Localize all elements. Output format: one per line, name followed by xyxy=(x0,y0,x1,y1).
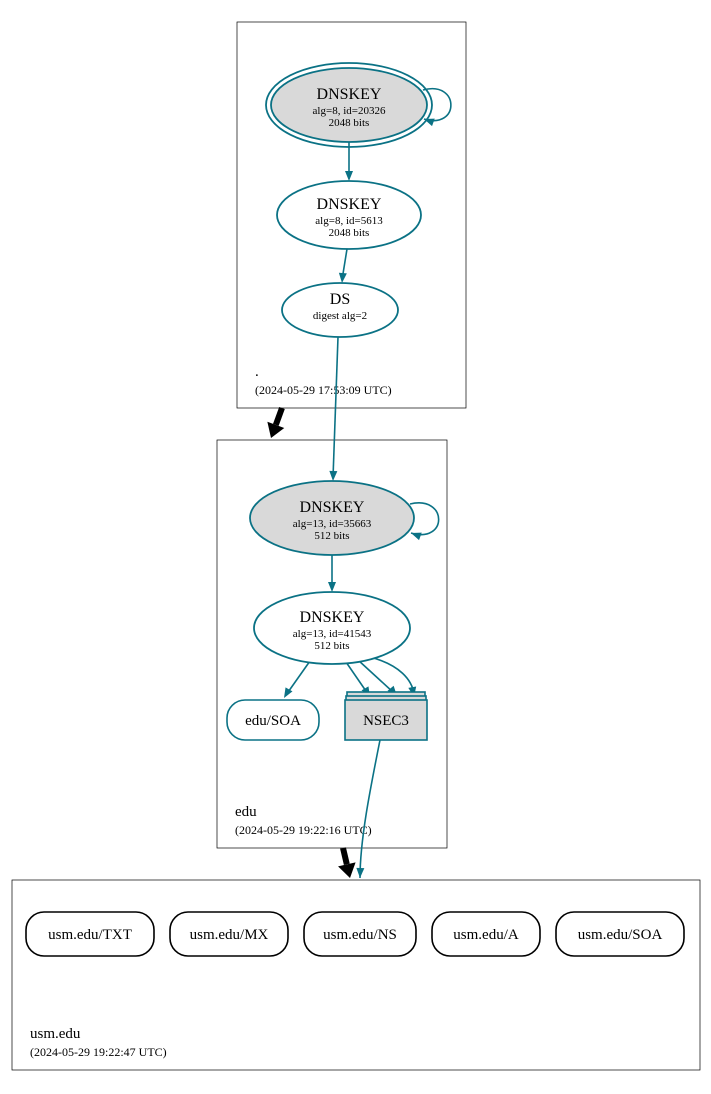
svg-text:512 bits: 512 bits xyxy=(314,640,349,652)
svg-text:NSEC3: NSEC3 xyxy=(363,713,409,729)
edge-arrowhead xyxy=(328,582,336,592)
dnssec-diagram: . (2024-05-29 17:53:09 UTC) edu (2024-05-29… xyxy=(0,0,711,1094)
svg-text:alg=13, id=35663: alg=13, id=35663 xyxy=(293,518,372,530)
svg-text:DS: DS xyxy=(330,291,350,308)
svg-text:usm.edu: usm.edu xyxy=(30,1026,81,1042)
svg-text:DNSKEY: DNSKEY xyxy=(317,196,382,213)
delegation-arrowhead xyxy=(338,862,356,878)
svg-text:usm.edu/MX: usm.edu/MX xyxy=(190,927,269,943)
edge-arrowhead xyxy=(339,273,347,283)
svg-text:alg=8, id=5613: alg=8, id=5613 xyxy=(315,215,383,227)
svg-text:DNSKEY: DNSKEY xyxy=(317,86,382,103)
delegation-arrow xyxy=(343,848,347,864)
svg-text:(2024-05-29 19:22:16 UTC): (2024-05-29 19:22:16 UTC) xyxy=(235,823,372,837)
svg-text:alg=8, id=20326: alg=8, id=20326 xyxy=(313,105,386,117)
edge-arrowhead xyxy=(356,868,364,878)
svg-text:usm.edu/TXT: usm.edu/TXT xyxy=(48,927,132,943)
edge xyxy=(333,337,338,478)
svg-text:(2024-05-29 19:22:47 UTC): (2024-05-29 19:22:47 UTC) xyxy=(30,1045,167,1059)
svg-text:(2024-05-29 17:53:09 UTC): (2024-05-29 17:53:09 UTC) xyxy=(255,383,392,397)
edge-arrowhead xyxy=(411,533,422,541)
svg-text:usm.edu/NS: usm.edu/NS xyxy=(323,927,397,943)
svg-text:edu: edu xyxy=(235,804,257,820)
zone-box-usm xyxy=(12,880,700,1070)
svg-text:512 bits: 512 bits xyxy=(314,530,349,542)
edge xyxy=(360,740,380,878)
svg-text:usm.edu/SOA: usm.edu/SOA xyxy=(578,927,663,943)
svg-text:2048 bits: 2048 bits xyxy=(329,117,370,129)
svg-text:DNSKEY: DNSKEY xyxy=(300,499,365,516)
svg-text:.: . xyxy=(255,364,259,380)
svg-text:2048 bits: 2048 bits xyxy=(329,227,370,239)
svg-text:edu/SOA: edu/SOA xyxy=(245,713,301,729)
svg-text:usm.edu/A: usm.edu/A xyxy=(453,927,519,943)
edge-arrowhead xyxy=(329,471,337,481)
svg-text:digest alg=2: digest alg=2 xyxy=(313,310,367,322)
delegation-arrow xyxy=(276,408,282,425)
edge-arrowhead xyxy=(345,171,353,181)
svg-text:DNSKEY: DNSKEY xyxy=(300,609,365,626)
svg-text:alg=13, id=41543: alg=13, id=41543 xyxy=(293,628,372,640)
